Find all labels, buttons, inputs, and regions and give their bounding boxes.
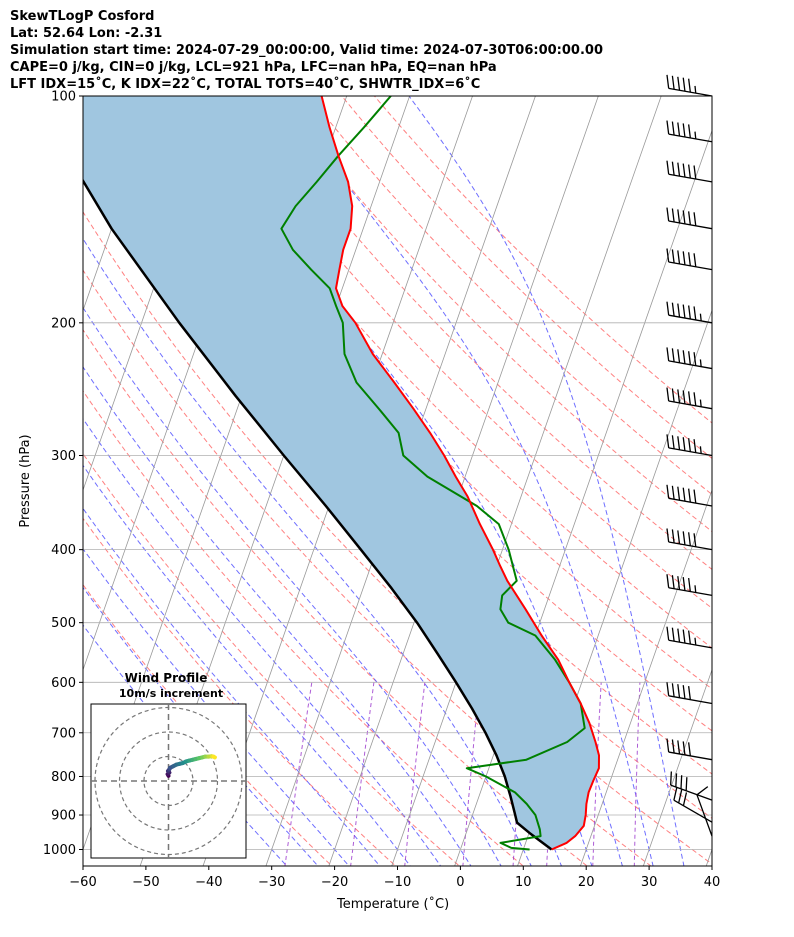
- x-tick-label: −60: [69, 875, 96, 890]
- isotherm: [705, 848, 712, 866]
- mixing-ratio-line: [592, 682, 602, 866]
- x-axis: −60 −50 −40 −30 −20 −10 0 10 20 30 40: [69, 866, 720, 890]
- wind-barb: [670, 771, 713, 801]
- y-tick-label: 200: [51, 316, 76, 331]
- dry-adiabat: [178, 96, 712, 649]
- location-line: Lat: 52.64 Lon: -2.31: [10, 26, 163, 41]
- isotherm: [83, 96, 96, 132]
- isotherm: [580, 488, 712, 866]
- x-tick-label: −50: [132, 875, 159, 890]
- dry-adiabat: [308, 96, 712, 496]
- dry-adiabat: [83, 583, 333, 866]
- dry-adiabat: [210, 96, 712, 609]
- dry-adiabat: [83, 452, 461, 866]
- y-tick-label: 800: [51, 770, 76, 785]
- wind-barb: [666, 301, 713, 324]
- dry-adiabat: [243, 96, 712, 571]
- x-tick-label: −10: [384, 875, 411, 890]
- hodograph-inset: Wind Profile 10m/s increment: [90, 671, 247, 859]
- y-tick-label: 300: [51, 449, 76, 464]
- profiles: [83, 96, 600, 851]
- x-tick-label: 20: [578, 875, 595, 890]
- dry-adiabat: [83, 390, 525, 866]
- hodograph-trace: [211, 754, 217, 760]
- y-tick-label: 700: [51, 726, 76, 741]
- wind-barb: [666, 626, 713, 649]
- mixing-ratio-line: [350, 682, 375, 866]
- moist-adiabat: [83, 586, 319, 866]
- chart-header: SkewTLogP Cosford Lat: 52.64 Lon: -2.31 …: [10, 8, 603, 93]
- x-axis-label: Temperature (˚C): [336, 896, 449, 912]
- wind-barb: [666, 682, 713, 705]
- wind-barb: [666, 160, 713, 183]
- dry-adiabat: [83, 517, 397, 866]
- cape-region: [83, 96, 599, 850]
- hodograph-subtitle: 10m/s increment: [119, 687, 223, 700]
- moist-adiabat: [408, 96, 685, 866]
- index-line: LFT IDX=15˚C, K IDX=22˚C, TOTAL TOTS=40˚…: [10, 77, 481, 92]
- wind-barbs: [666, 74, 713, 837]
- wind-barb: [666, 738, 713, 761]
- dewpoint-line: [280, 96, 586, 851]
- mixing-ratio-line: [284, 682, 313, 866]
- wind-barb: [666, 574, 713, 597]
- dry-adiabat: [113, 96, 712, 732]
- moist-adiabat: [278, 96, 654, 866]
- cape-cin-shading: [83, 96, 599, 850]
- temperature-line: [320, 96, 600, 851]
- x-tick-label: 40: [704, 875, 721, 890]
- wind-barb: [666, 528, 713, 551]
- wind-barb: [666, 74, 713, 97]
- y-tick-label: 1000: [43, 843, 76, 858]
- parcel-line: [83, 178, 553, 851]
- moist-adiabat: [83, 624, 288, 866]
- y-tick-label: 500: [51, 616, 76, 631]
- dry-adiabat: [83, 269, 652, 866]
- wind-barb: [666, 207, 713, 230]
- x-tick-label: −20: [321, 875, 348, 890]
- dry-adiabat: [341, 96, 712, 459]
- x-tick-label: 0: [456, 875, 464, 890]
- y-tick-label: 600: [51, 676, 76, 691]
- isotherm: [642, 668, 712, 866]
- chart-title: SkewTLogP Cosford: [10, 9, 155, 24]
- wind-barb: [666, 347, 713, 370]
- y-axis-label: Pressure (hPa): [18, 434, 33, 527]
- moist-adiabat: [83, 237, 532, 866]
- y-tick-label: 400: [51, 543, 76, 558]
- moist-adiabat: [83, 417, 442, 866]
- wind-barb: [666, 434, 713, 457]
- mixing-ratio-line: [404, 682, 426, 866]
- x-tick-label: 10: [515, 875, 532, 890]
- dry-adiabat: [373, 96, 712, 424]
- y-tick-label: 900: [51, 809, 76, 824]
- wind-barb: [666, 387, 713, 410]
- wind-barb: [666, 120, 713, 143]
- moist-adiabat: [83, 464, 411, 866]
- y-tick-label: 100: [51, 90, 76, 105]
- mixing-ratio-line: [633, 682, 641, 866]
- isotherm: [391, 96, 662, 866]
- cape-line: CAPE=0 j/kg, CIN=0 j/kg, LCL=921 hPa, LF…: [10, 60, 497, 75]
- hodograph-title: Wind Profile: [125, 671, 208, 685]
- time-line: Simulation start time: 2024-07-29_00:00:…: [10, 43, 603, 58]
- moist-adiabat: [83, 547, 350, 866]
- wind-barb: [666, 484, 713, 507]
- x-tick-label: −40: [195, 875, 222, 890]
- mixing-ratio-line: [462, 682, 480, 866]
- wind-barb: [696, 786, 713, 837]
- x-tick-label: 30: [641, 875, 658, 890]
- hodograph-ring: [118, 731, 219, 831]
- x-tick-label: −30: [258, 875, 285, 890]
- dry-adiabat: [83, 98, 712, 775]
- y-axis: 100 200 300 400 500 600 700 800 900 1000: [43, 90, 83, 858]
- wind-barb: [666, 248, 713, 271]
